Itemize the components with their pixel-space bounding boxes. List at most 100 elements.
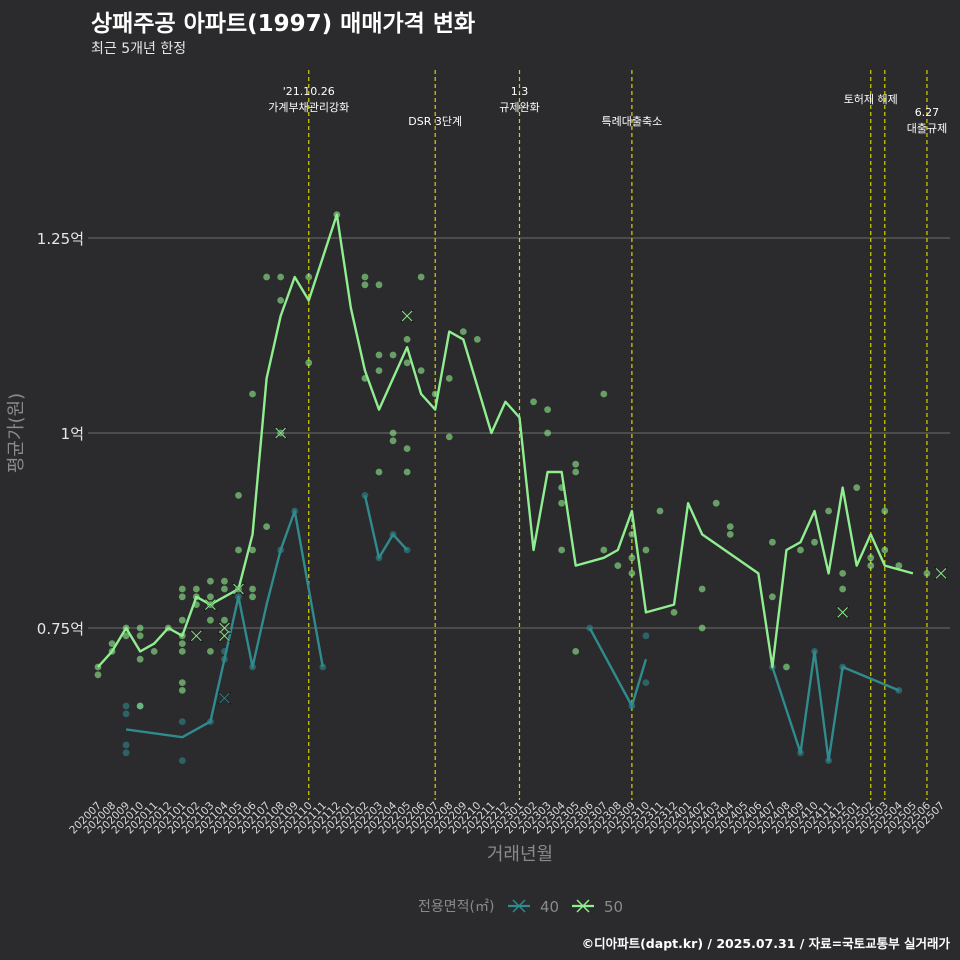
scatter-point (445, 433, 453, 441)
series-line-50 (97, 213, 914, 669)
scatter-point (881, 507, 889, 515)
scatter-point (558, 546, 566, 554)
scatter-point (867, 554, 875, 562)
scatter-point (122, 632, 130, 640)
scatter-point (445, 375, 453, 382)
x-marker (203, 598, 217, 612)
scatter-point (811, 538, 818, 546)
scatter-point (417, 273, 425, 281)
x-axis-title: 거래년월 (487, 844, 553, 865)
legend-title: 전용면적(㎡) (418, 899, 494, 915)
scatter-point (178, 585, 186, 593)
scatter-point (403, 359, 411, 367)
scatter-point (361, 281, 369, 289)
series-line-40 (588, 627, 648, 708)
scatter-point (375, 351, 383, 359)
x-marker (231, 582, 246, 596)
scatter-point (207, 577, 214, 585)
scatter-point (221, 577, 228, 585)
event-label: '21.10.26 (283, 85, 335, 98)
x-marker-stroke (837, 607, 849, 618)
chart-title: 상패주공 아파트(1997) 매매가격 변화 (91, 11, 476, 37)
scatter-point (572, 648, 580, 655)
axes: 0.75억1억1.25억2020072020082020092020102020… (6, 230, 947, 865)
y-axis-title: 평균가(원) (6, 393, 27, 473)
scatter-point (305, 359, 313, 367)
scatter-point (783, 663, 790, 671)
scatter-point (122, 710, 130, 718)
scatter-point (530, 398, 537, 406)
chart-subtitle: 최근 5개년 한정 (91, 41, 187, 57)
scatter-point (277, 297, 285, 304)
scatter-point (600, 546, 608, 554)
scatter-point (459, 328, 467, 335)
scatter-point (178, 757, 186, 764)
scatter-point (403, 468, 411, 476)
scatter-point (122, 702, 130, 710)
x-marker (274, 426, 288, 440)
scatter-point (221, 616, 228, 624)
x-marker-stroke (219, 622, 230, 634)
y-tick-label: 0.75억 (37, 620, 84, 638)
scatter-point (178, 679, 186, 686)
scatter-point (263, 523, 270, 530)
scatter-point (853, 484, 861, 491)
scatter-point (249, 593, 256, 601)
scatter-point (558, 499, 566, 507)
scatter-point (207, 616, 214, 624)
event-label: 토허제 해제 (844, 92, 898, 106)
scatter-point (726, 531, 734, 538)
scatter-point (178, 593, 186, 601)
event-label: 대출규제 (907, 122, 947, 135)
scatter-point (221, 585, 228, 593)
scatter-point (698, 585, 706, 593)
scatter-point (207, 648, 214, 655)
scatter-point (600, 390, 608, 398)
x-marker (189, 629, 203, 643)
scatter-point (178, 718, 186, 725)
scatter-point (544, 406, 551, 413)
scatter-point (839, 585, 847, 593)
scatter-point (136, 702, 144, 710)
scatter-point (207, 593, 214, 601)
legend: 전용면적(㎡) 40 50 (418, 898, 623, 916)
scatter-point (192, 585, 200, 593)
series-line-40 (125, 509, 324, 739)
scatter-point (881, 546, 889, 554)
scatter-point (361, 273, 369, 281)
scatter-point (249, 585, 256, 593)
x-marker-stroke (935, 568, 947, 579)
scatter-point (642, 632, 650, 640)
scatter-point (375, 367, 383, 374)
scatter-point (235, 492, 242, 499)
x-marker-stroke (275, 427, 287, 439)
scatter-point (769, 593, 776, 601)
scatter-point (136, 624, 144, 632)
event-label: 6.27 (915, 106, 940, 119)
event-label: 규제완화 (499, 101, 539, 114)
scatter-point (263, 273, 270, 281)
x-marker (934, 566, 948, 580)
scatter-point (122, 741, 130, 749)
x-marker-stroke (219, 692, 230, 704)
legend-key-x (512, 899, 526, 913)
series-line-40 (771, 650, 900, 762)
scatter-point (403, 445, 411, 452)
scatter-point (473, 336, 481, 343)
y-tick-label: 1.25억 (37, 230, 84, 248)
x-marker-stroke (401, 310, 413, 322)
scatter-point (178, 687, 186, 694)
scatter-point (389, 437, 397, 445)
scatter-point (923, 570, 931, 577)
event-label: 특례대출축소 (602, 115, 663, 128)
series-layer (94, 211, 948, 764)
scatter-point (389, 429, 397, 437)
x-marker (836, 605, 850, 619)
scatter-point (614, 562, 622, 569)
event-label: 1.3 (511, 85, 529, 98)
x-marker-stroke (233, 583, 244, 595)
scatter-point (277, 273, 285, 281)
scatter-point (108, 640, 116, 647)
scatter-point (136, 632, 144, 640)
